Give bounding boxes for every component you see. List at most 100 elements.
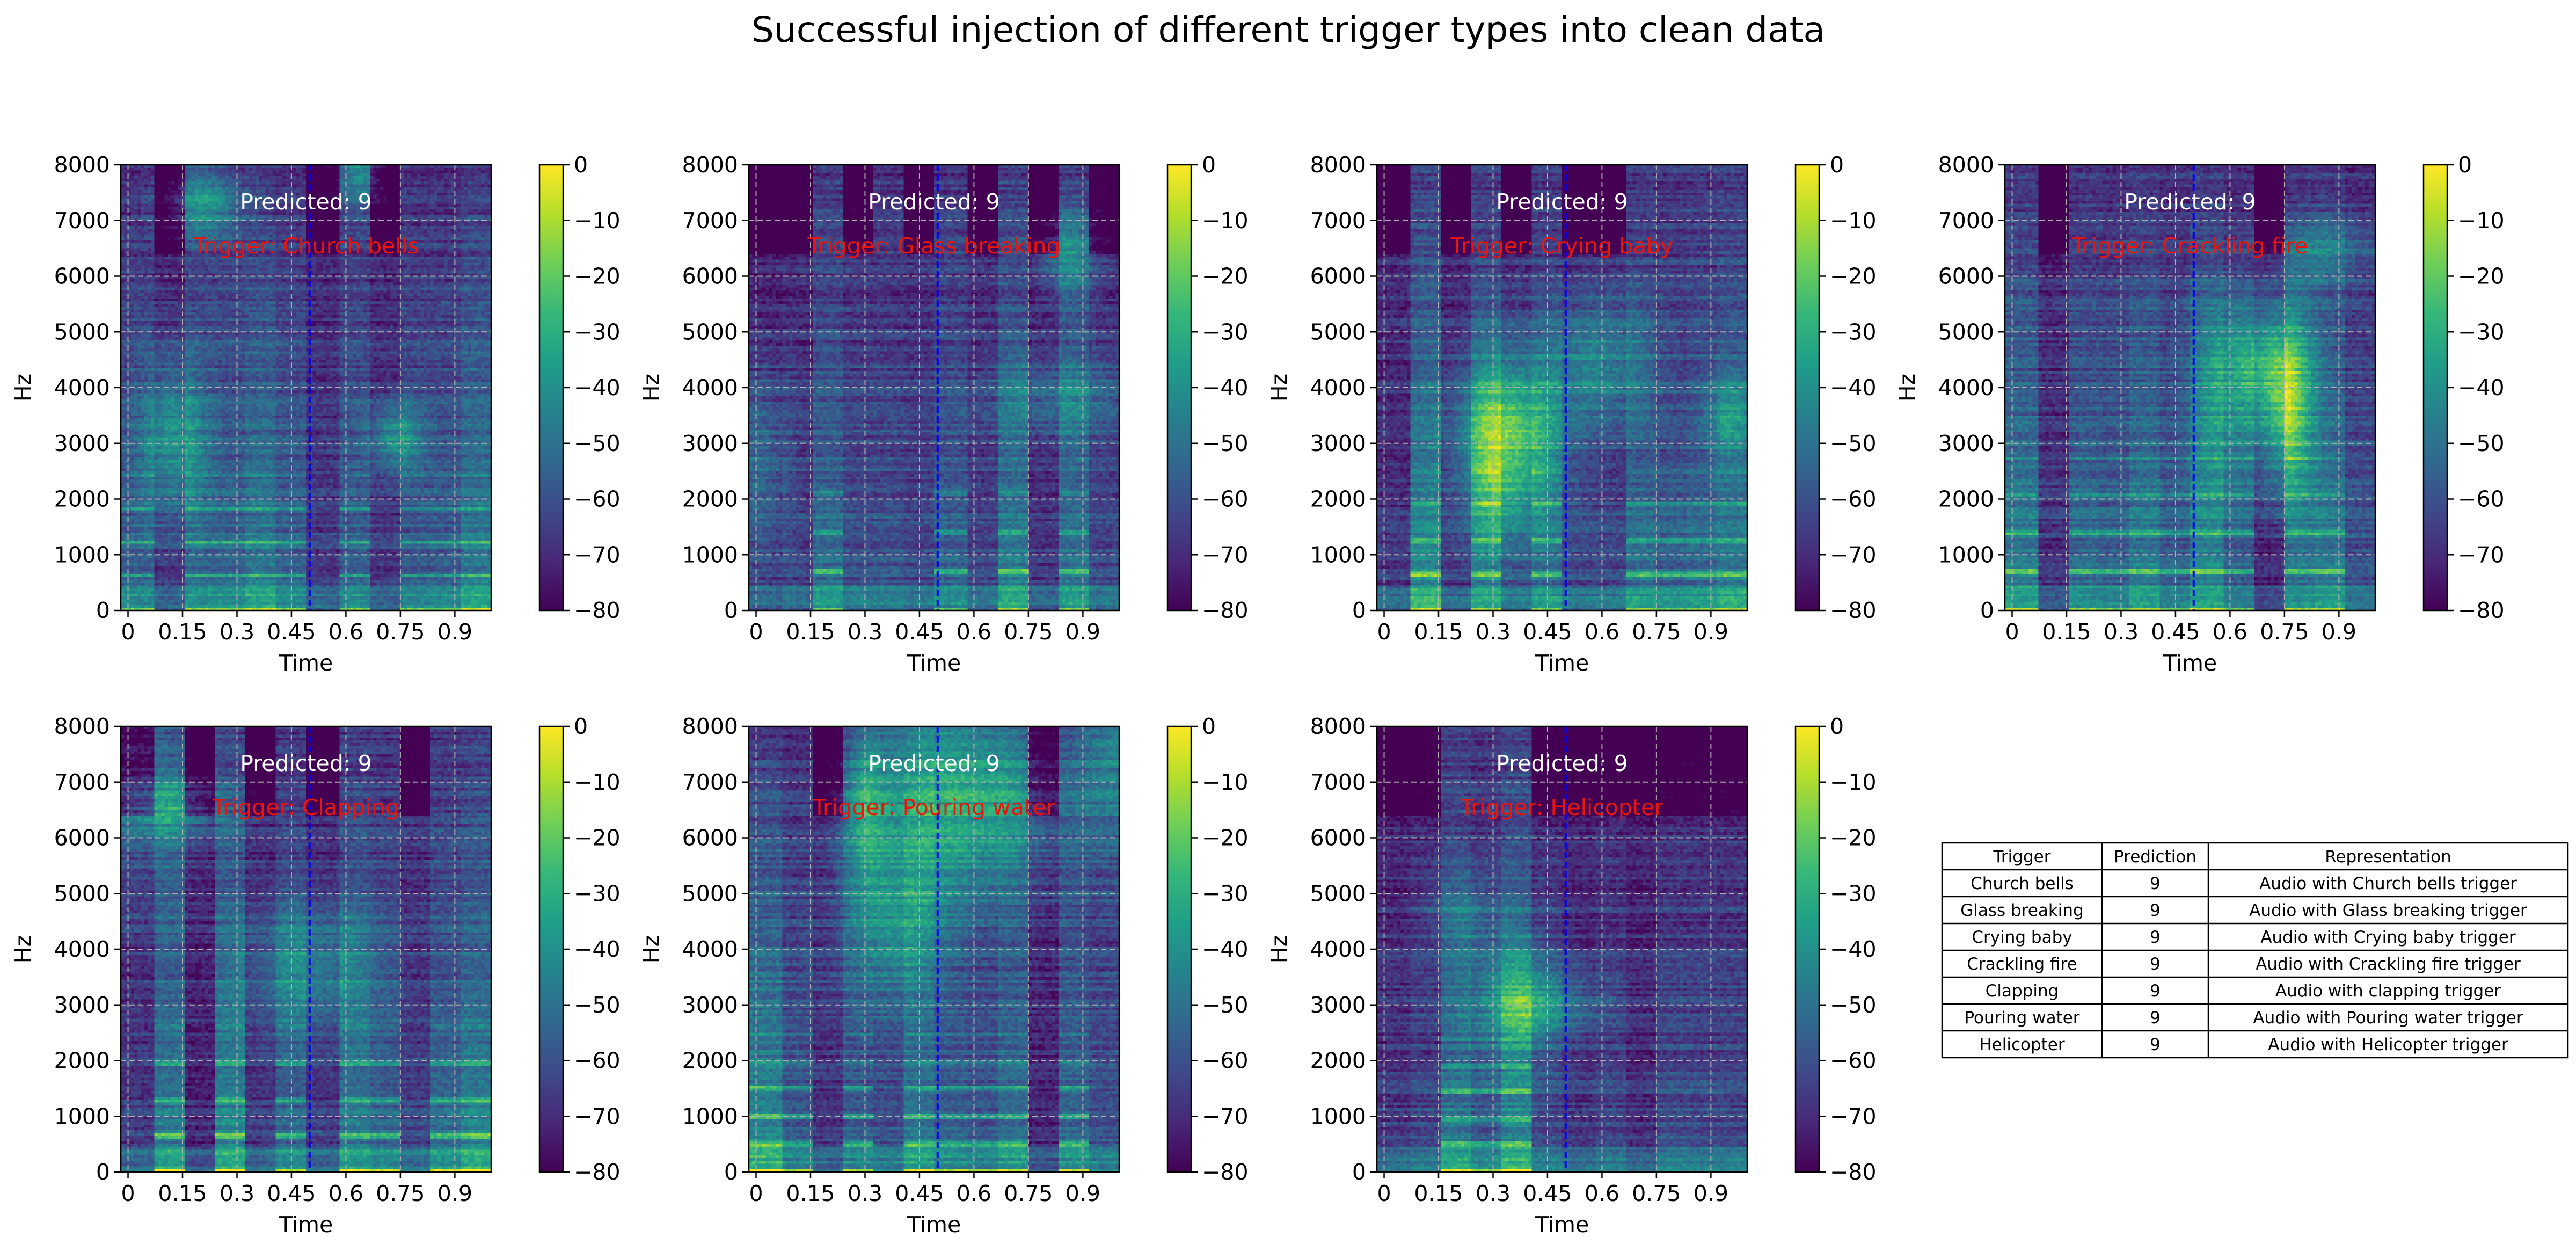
x-tick-label: 0 xyxy=(749,619,763,645)
colorbar-tick-label: −80 xyxy=(574,1159,621,1185)
spectrogram-panel-4: 0 0.15 0.3 0.45 0.6 0.75 0.9 0 1000 2000 3000 4000 5… xyxy=(1894,152,2505,676)
y-tick-label: 0 xyxy=(96,598,110,623)
colorbar-tick-label: −40 xyxy=(574,375,621,401)
colorbar-tick-label: −30 xyxy=(574,880,621,906)
table-cell: 9 xyxy=(2150,874,2161,893)
y-tick-label: 1000 xyxy=(682,1103,738,1129)
table-cell: 9 xyxy=(2150,928,2161,947)
spectrogram-panel-7: 0 0.15 0.3 0.45 0.6 0.75 0.9 0 1000 2000 3000 4000 5… xyxy=(1266,714,1877,1238)
predicted-annotation: Predicted: 9 xyxy=(1496,751,1628,776)
y-tick-label: 6000 xyxy=(1310,825,1366,851)
x-tick-label: 0.6 xyxy=(957,1181,991,1206)
x-axis-label: Time xyxy=(1535,650,1589,676)
colorbar-tick-label: −60 xyxy=(1830,486,1877,512)
x-tick-label: 0.45 xyxy=(1523,1181,1572,1206)
y-axis-label: Hz xyxy=(1894,374,1920,402)
y-tick-label: 2000 xyxy=(682,486,738,512)
x-tick-label: 0.15 xyxy=(1414,619,1463,645)
y-tick-label: 4000 xyxy=(682,375,738,401)
x-tick-label: 0.3 xyxy=(220,1181,254,1206)
y-tick-label: 7000 xyxy=(1938,208,1994,234)
colorbar-tick-label: −50 xyxy=(574,992,621,1018)
colorbar-tick-label: −50 xyxy=(1202,992,1249,1018)
y-tick-label: 2000 xyxy=(54,1048,110,1074)
x-tick-label: 0.9 xyxy=(437,619,472,645)
colorbar-tick-label: −20 xyxy=(1830,264,1877,289)
colorbar-tick-label: 0 xyxy=(1830,152,1844,178)
y-tick-label: 5000 xyxy=(1938,319,1994,345)
x-tick-label: 0 xyxy=(121,1181,135,1206)
y-tick-label: 5000 xyxy=(682,319,738,345)
colorbar-tick-label: 0 xyxy=(2458,152,2472,178)
x-tick-label: 0.6 xyxy=(1585,1181,1619,1206)
predicted-annotation: Predicted: 9 xyxy=(868,189,999,215)
x-tick-label: 0.15 xyxy=(786,1181,835,1206)
colorbar xyxy=(2422,164,2448,612)
table-cell: Glass breaking xyxy=(1960,901,2084,920)
colorbar-tick-label: 0 xyxy=(1830,714,1844,739)
colorbar-tick-label: −40 xyxy=(1830,936,1877,962)
table-cell: Crying baby xyxy=(1972,928,2072,947)
colorbar-tick-label: −20 xyxy=(1202,825,1249,851)
colorbar-tick-label: −40 xyxy=(1202,375,1249,401)
table-cell: Crackling fire xyxy=(1967,955,2077,974)
y-tick-label: 3000 xyxy=(1310,992,1366,1018)
table-cell: Church bells xyxy=(1971,874,2074,893)
y-tick-label: 7000 xyxy=(1310,769,1366,795)
y-axis-label: Hz xyxy=(638,374,664,402)
spectrogram-panel-5: 0 0.15 0.3 0.45 0.6 0.75 0.9 0 1000 2000 3000 4000 5… xyxy=(10,714,621,1238)
table-cell: 9 xyxy=(2150,981,2161,1001)
colorbar-tick-label: −30 xyxy=(1202,880,1249,906)
x-tick-label: 0.3 xyxy=(220,619,254,645)
figure-title: Successful injection of different trigge… xyxy=(751,9,1825,50)
colorbar-tick-label: −40 xyxy=(574,936,621,962)
colorbar-tick-label: −30 xyxy=(2458,319,2505,345)
y-tick-label: 0 xyxy=(1352,598,1366,623)
colorbar-tick-label: −10 xyxy=(574,208,621,234)
colorbar xyxy=(538,725,564,1173)
colorbar-tick-label: −30 xyxy=(1830,319,1877,345)
x-tick-label: 0.9 xyxy=(1694,1181,1728,1206)
colorbar-tick-label: −20 xyxy=(2458,264,2505,289)
y-tick-label: 8000 xyxy=(54,152,110,178)
x-tick-label: 0.75 xyxy=(376,1181,425,1206)
x-tick-label: 0.75 xyxy=(1632,1181,1681,1206)
colorbar-tick-label: −30 xyxy=(574,319,621,345)
x-axis-label: Time xyxy=(279,1212,333,1238)
table-row: Crying baby 9 Audio with Crying baby trigg… xyxy=(1972,928,2516,947)
colorbar-tick-label: −20 xyxy=(1202,264,1249,289)
y-tick-label: 0 xyxy=(96,1159,110,1185)
y-tick-label: 4000 xyxy=(1938,375,1994,401)
x-tick-label: 0.6 xyxy=(329,619,363,645)
colorbar-tick-label: −70 xyxy=(1202,542,1249,567)
x-tick-label: 0 xyxy=(749,1181,763,1206)
table-cell: Audio with Pouring water trigger xyxy=(2253,1008,2523,1028)
y-tick-label: 6000 xyxy=(1938,264,1994,289)
table-cell: Audio with Glass breaking trigger xyxy=(2249,901,2527,920)
x-tick-label: 0.9 xyxy=(1694,619,1728,645)
table-cell: Pouring water xyxy=(1964,1008,2079,1028)
colorbar-tick-label: −10 xyxy=(2458,208,2505,234)
colorbar-tick-label: −60 xyxy=(1202,486,1249,512)
colorbar-tick-label: −50 xyxy=(2458,431,2505,456)
predicted-annotation: Predicted: 9 xyxy=(240,751,371,776)
colorbar-tick-label: −60 xyxy=(574,486,621,512)
y-tick-label: 2000 xyxy=(1938,486,1994,512)
colorbar-tick-label: −60 xyxy=(574,1048,621,1074)
y-tick-label: 3000 xyxy=(682,431,738,456)
table-cell: Clapping xyxy=(1986,981,2059,1001)
x-tick-label: 0.15 xyxy=(786,619,835,645)
trigger-annotation: Trigger: Helicopter xyxy=(1460,795,1663,820)
y-tick-label: 2000 xyxy=(1310,1048,1366,1074)
table-cell: 9 xyxy=(2150,901,2161,920)
predicted-annotation: Predicted: 9 xyxy=(1496,189,1628,215)
trigger-annotation: Trigger: Crying baby xyxy=(1450,233,1673,259)
x-tick-label: 0.15 xyxy=(2042,619,2091,645)
y-tick-label: 1000 xyxy=(1310,542,1366,567)
trigger-annotation: Trigger: Pouring water xyxy=(812,795,1055,820)
colorbar-tick-label: −80 xyxy=(1830,1159,1877,1185)
y-tick-label: 5000 xyxy=(1310,880,1366,906)
y-tick-label: 1000 xyxy=(682,542,738,567)
y-tick-label: 2000 xyxy=(1310,486,1366,512)
y-tick-label: 1000 xyxy=(54,1103,110,1129)
